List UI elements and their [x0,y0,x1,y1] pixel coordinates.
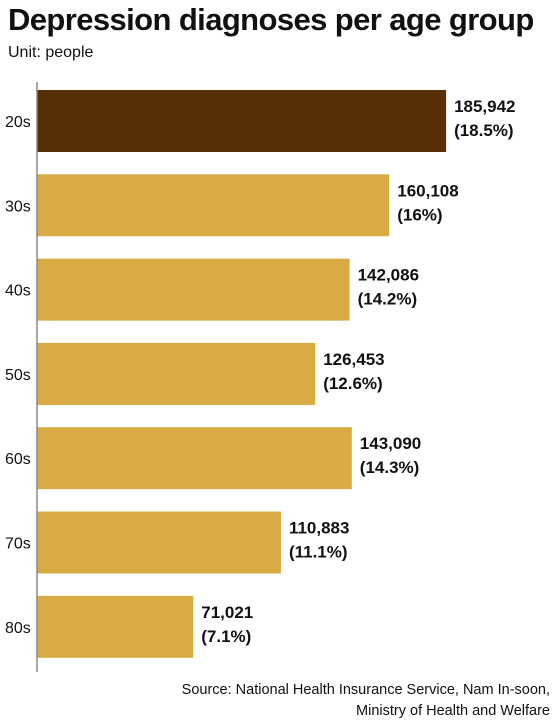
percent-label: (7.1%) [201,627,251,646]
value-label: 126,453 [323,350,384,369]
percent-label: (18.5%) [454,121,514,140]
value-label: 143,090 [360,434,421,453]
category-label: 30s [5,198,31,215]
category-label: 80s [5,620,31,637]
bar-40s [37,258,350,321]
value-label: 185,942 [454,97,515,116]
category-label: 70s [5,536,31,553]
category-label: 50s [5,367,31,384]
source-note: Source: National Health Insurance Servic… [182,680,550,722]
source-line-2: Ministry of Health and Welfare [356,703,550,719]
category-label: 40s [5,283,31,300]
percent-label: (12.6%) [323,374,383,393]
value-label: 142,086 [358,266,419,285]
category-label: 20s [5,114,31,131]
value-label: 160,108 [397,181,458,200]
bar-20s [37,90,447,152]
bar-80s [37,595,194,658]
bar-50s [37,342,316,405]
bar-30s [37,174,390,237]
percent-label: (14.3%) [360,458,420,477]
value-label: 71,021 [201,603,253,622]
bar-60s [37,427,352,490]
percent-label: (14.2%) [358,290,418,309]
percent-label: (16%) [397,205,442,224]
bar-70s [37,511,281,574]
category-label: 60s [5,451,31,468]
value-label: 110,883 [289,519,350,538]
source-line-1: Source: National Health Insurance Servic… [181,682,550,698]
percent-label: (11.1%) [289,543,348,562]
chart-title: Depression diagnoses per age group [8,2,534,37]
chart-subtitle: Unit: people [8,44,94,61]
